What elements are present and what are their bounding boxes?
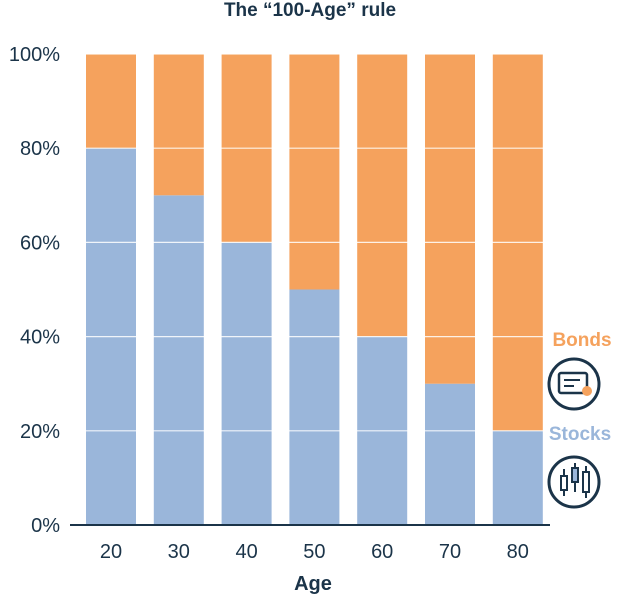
x-axis-ticks: 20 30 40 50 60 70 80 [100,541,529,563]
bar-bonds-50 [289,54,340,290]
x-tick-label: 20 [100,541,122,563]
bar-stocks-40 [221,242,272,525]
bar-bonds-30 [153,54,204,196]
y-axis-ticks: 0% 20% 40% 60% 80% 100% [9,44,60,537]
bar-bonds-60 [357,54,408,337]
legend-bonds-label: Bonds [552,330,611,351]
x-tick-label: 70 [439,541,461,563]
bars-group [86,54,543,526]
x-tick-label: 40 [235,541,257,563]
y-tick-label: 100% [9,44,60,66]
y-tick-label: 80% [20,138,60,160]
x-axis-label: Age [294,573,332,595]
y-tick-label: 20% [20,421,60,443]
candlestick-chart-icon [547,455,601,509]
bar-stocks-30 [153,195,204,526]
y-tick-label: 60% [20,232,60,254]
x-tick-label: 50 [303,541,325,563]
y-tick-label: 40% [20,327,60,349]
chart-title: The “100-Age” rule [224,0,396,21]
bar-stocks-80 [492,430,543,525]
legend-stocks-label: Stocks [549,424,611,445]
x-tick-label: 30 [168,541,190,563]
y-tick-label: 0% [31,515,60,537]
bar-stocks-70 [425,383,475,525]
gridlines [70,53,550,432]
x-tick-label: 80 [507,541,529,563]
x-tick-label: 60 [371,541,393,563]
bar-bonds-70 [425,54,475,384]
bar-stocks-50 [289,289,340,525]
bond-certificate-icon [547,357,601,411]
bar-bonds-20 [86,54,136,149]
